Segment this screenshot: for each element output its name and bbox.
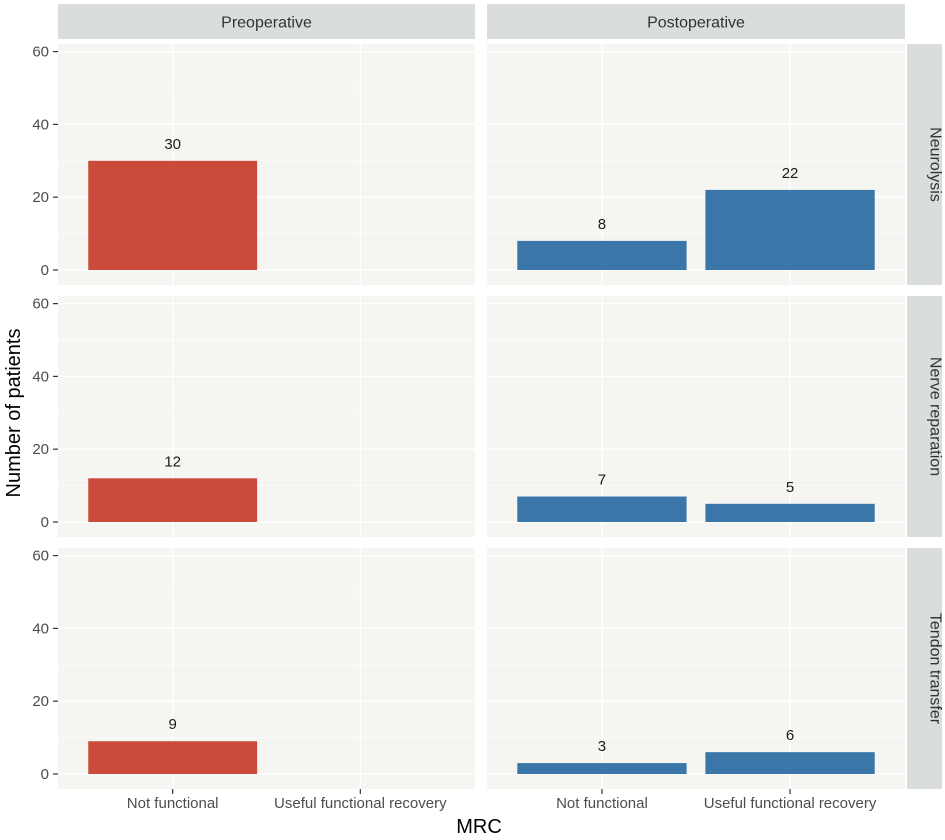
x-tick-label-useful-functional-recovery: Useful functional recovery <box>704 795 877 812</box>
strip-label-nerve-reparation: Nerve reparation <box>927 357 944 476</box>
facet-strips: Preoperative Postoperative Neurolysis Nerve… <box>58 4 944 789</box>
y-tick-label: 20 <box>32 441 49 458</box>
panel-backgrounds <box>58 44 905 789</box>
axes: 0 20 40 60 0 20 40 60 0 20 40 60 Not functional Usefu… <box>32 44 877 812</box>
x-tick-label-not-functional: Not functional <box>127 795 219 812</box>
bar-nerve-reparation-postoperative-not-functional <box>517 496 687 522</box>
bar-tendon-transfer-postoperative-not-functional <box>517 763 687 774</box>
bar-neurolysis-preoperative-not-functional <box>88 160 258 270</box>
bar-nerve-reparation-preoperative-not-functional <box>88 478 258 522</box>
strip-preoperative <box>58 4 475 39</box>
panel-tendon-transfer-postoperative <box>487 548 905 789</box>
gridlines <box>58 44 905 789</box>
bar-value-label: 22 <box>782 165 799 182</box>
bar-value-label: 12 <box>164 453 181 470</box>
bar-tendon-transfer-postoperative-useful-functional-recovery <box>705 752 875 774</box>
bar-neurolysis-postoperative-useful-functional-recovery <box>705 189 875 270</box>
strip-label-postoperative: Postoperative <box>647 15 745 32</box>
strip-postoperative <box>487 4 905 39</box>
strip-neurolysis <box>907 44 942 285</box>
strip-tendon-transfer <box>907 548 942 789</box>
bar-tendon-transfer-preoperative-not-functional <box>88 741 258 774</box>
y-tick-label: 40 <box>32 620 49 637</box>
y-tick-label: 40 <box>32 116 49 133</box>
bar-value-label: 9 <box>169 716 177 733</box>
strip-nerve-reparation <box>907 296 942 537</box>
y-tick-label: 0 <box>41 262 49 279</box>
y-tick-label: 20 <box>32 189 49 206</box>
bar-value-label: 30 <box>164 136 181 153</box>
bar-value-label: 8 <box>598 216 606 233</box>
y-tick-label: 40 <box>32 368 49 385</box>
x-tick-label-useful-functional-recovery: Useful functional recovery <box>274 795 447 812</box>
y-tick-label: 20 <box>32 693 49 710</box>
y-tick-label: 60 <box>32 44 49 61</box>
x-axis-title: MRC <box>456 816 502 838</box>
x-tick-label-not-functional: Not functional <box>556 795 648 812</box>
bar-value-label: 3 <box>598 738 606 755</box>
bars <box>88 160 875 774</box>
bar-value-label: 7 <box>598 472 606 489</box>
bar-neurolysis-postoperative-not-functional <box>517 240 687 270</box>
y-tick-label: 60 <box>32 548 49 565</box>
strip-label-neurolysis: Neurolysis <box>927 127 944 202</box>
y-tick-label: 0 <box>41 766 49 783</box>
strip-label-tendon-transfer: Tendon transfer <box>927 613 944 725</box>
bar-value-label: 6 <box>786 727 794 744</box>
strip-label-preoperative: Preoperative <box>221 15 312 32</box>
bar-labels: 30 8 22 12 7 5 9 3 6 <box>164 136 798 755</box>
bar-value-label: 5 <box>786 479 794 496</box>
y-tick-label: 60 <box>32 296 49 313</box>
bar-nerve-reparation-postoperative-useful-functional-recovery <box>705 503 875 522</box>
y-axis-title: Number of patients <box>3 329 25 498</box>
y-tick-label: 0 <box>41 514 49 531</box>
